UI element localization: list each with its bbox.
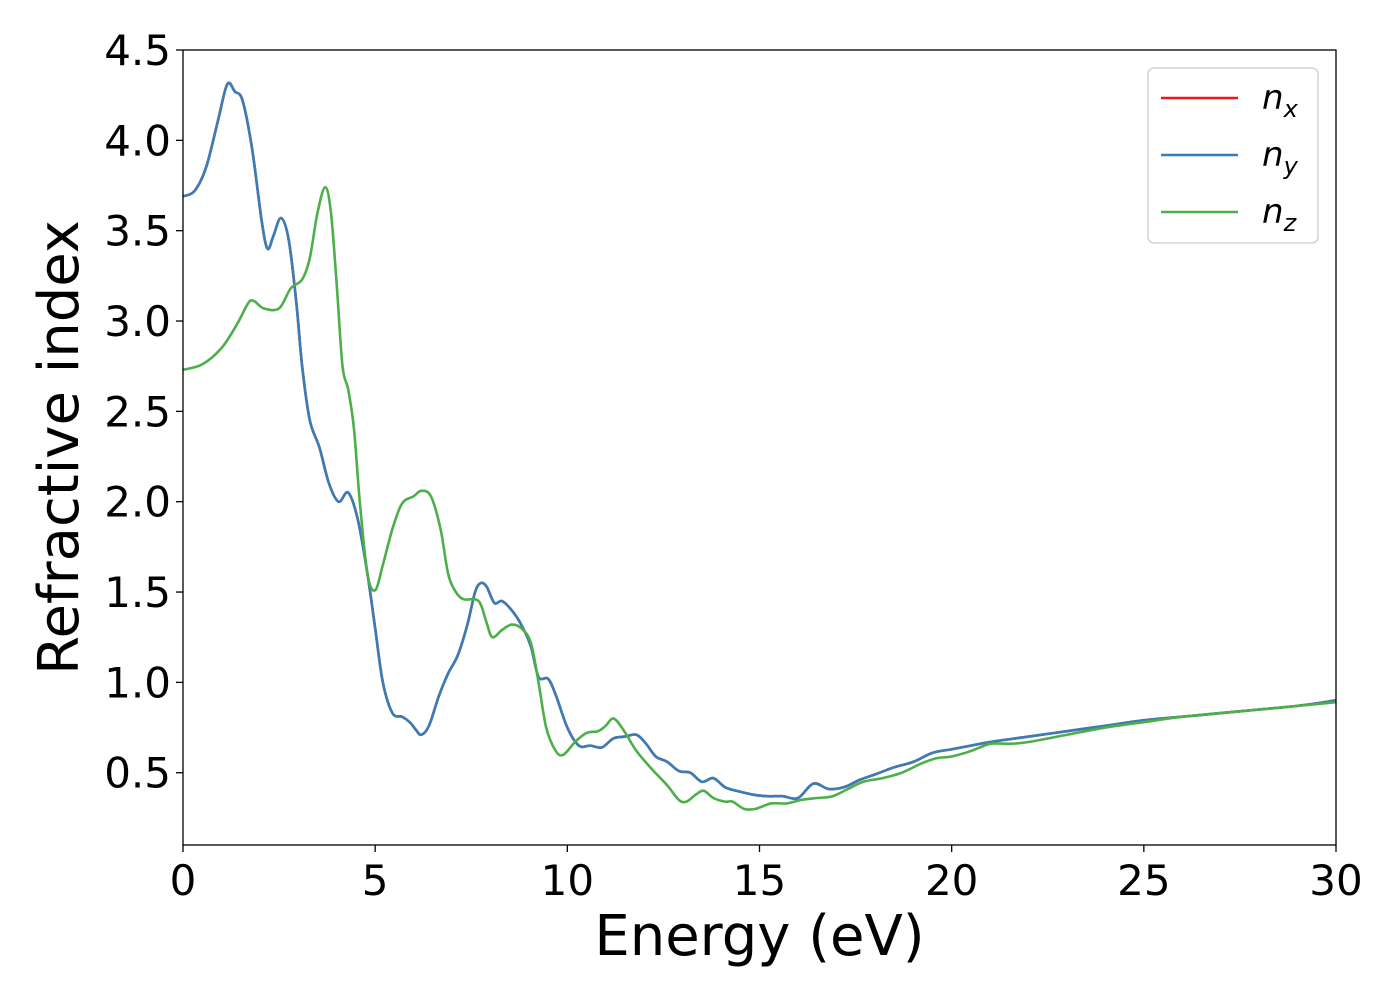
y-tick-label: 3.5 — [104, 207, 171, 256]
legend: nx ny nz — [1147, 67, 1319, 244]
y-tick-label: 4.5 — [104, 26, 171, 75]
x-axis-label: Energy (eV) — [594, 904, 924, 969]
legend-label-ny: ny — [1262, 135, 1299, 180]
y-tick-label: 1.5 — [104, 568, 171, 617]
y-axis-ticks: 0.5 1.0 1.5 2.0 2.5 3.0 3.5 4.0 4.5 — [104, 26, 183, 798]
y-tick-label: 2.5 — [104, 387, 171, 436]
y-tick-label: 0.5 — [104, 749, 171, 798]
y-tick-label: 3.0 — [104, 297, 171, 346]
x-tick-label: 0 — [170, 856, 197, 905]
x-axis-ticks: 0 5 10 15 20 25 30 — [170, 845, 1363, 905]
x-tick-label: 20 — [925, 856, 978, 905]
x-tick-label: 10 — [541, 856, 594, 905]
x-tick-label: 30 — [1309, 856, 1362, 905]
y-tick-label: 4.0 — [104, 116, 171, 165]
x-tick-label: 25 — [1117, 856, 1170, 905]
x-tick-label: 5 — [362, 856, 389, 905]
y-tick-label: 1.0 — [104, 658, 171, 707]
x-tick-label: 15 — [733, 856, 786, 905]
legend-label-nx: nx — [1262, 78, 1299, 123]
series-line-nz — [182, 186, 1337, 811]
y-tick-label: 2.0 — [104, 478, 171, 527]
series-layer — [182, 81, 1337, 811]
y-axis-label: Refractive index — [27, 220, 92, 675]
legend-label-nz: nz — [1262, 192, 1298, 237]
